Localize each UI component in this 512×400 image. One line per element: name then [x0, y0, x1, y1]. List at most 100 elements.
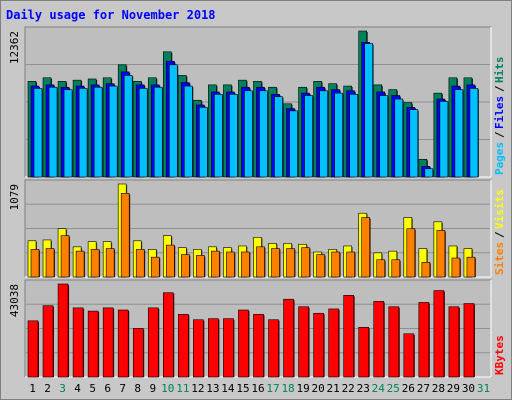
bar-kbytes-day-21: [328, 308, 339, 378]
day-label-7: 7: [119, 382, 126, 395]
day-label-20: 20: [312, 382, 325, 395]
bar-pages-day-30: [469, 88, 479, 178]
bar-kbytes-day-1: [27, 320, 39, 378]
bar-kbytes-day-8: [132, 328, 144, 378]
bar-kbytes-day-6: [102, 307, 114, 378]
legend-visits: Visits: [493, 189, 506, 229]
legend-separator: /: [493, 231, 506, 238]
day-label-26: 26: [402, 382, 415, 395]
bar-pages-day-19: [304, 95, 313, 178]
bar-kbytes-day-20: [313, 312, 324, 378]
bar-sites-day-21: [331, 251, 340, 278]
day-label-24: 24: [372, 382, 386, 395]
bar-kbytes-day-30: [463, 303, 475, 378]
day-label-13: 13: [206, 382, 219, 395]
bar-kbytes-day-9: [147, 307, 159, 378]
bar-kbytes-day-2: [42, 305, 54, 378]
legend-kbytes: KBytes: [493, 335, 506, 375]
bar-kbytes-day-14: [223, 318, 234, 378]
day-label-25: 25: [387, 382, 400, 395]
bar-sites-day-9: [150, 256, 160, 278]
bar-sites-day-11: [181, 254, 190, 278]
day-label-2: 2: [44, 382, 51, 395]
bar-sites-day-8: [135, 249, 145, 278]
bar-kbytes-day-24: [373, 301, 385, 378]
bar-pages-day-22: [349, 94, 358, 178]
bar-sites-day-16: [256, 246, 265, 278]
bar-sites-day-4: [75, 250, 85, 278]
bar-pages-day-21: [334, 92, 343, 178]
bar-pages-day-17: [274, 96, 283, 178]
day-label-21: 21: [327, 382, 340, 395]
day-label-3: 3: [59, 382, 66, 395]
bar-kbytes-day-5: [87, 310, 99, 378]
bar-pages-day-28: [439, 101, 449, 178]
bar-pages-day-14: [229, 94, 238, 178]
bar-pages-day-25: [394, 98, 404, 178]
day-label-12: 12: [191, 382, 204, 395]
day-label-17: 17: [266, 382, 279, 395]
day-label-19: 19: [296, 382, 309, 395]
day-label-1: 1: [29, 382, 36, 395]
legend-hits: Hits: [493, 57, 506, 84]
bar-sites-day-15: [241, 251, 250, 278]
bar-sites-day-24: [376, 259, 386, 278]
bar-kbytes-day-19: [298, 306, 309, 378]
bar-pages-day-23: [364, 43, 374, 178]
bar-sites-day-20: [316, 254, 325, 278]
day-label-28: 28: [432, 382, 445, 395]
bar-sites-day-27: [421, 262, 431, 278]
bar-kbytes-day-3: [57, 283, 69, 378]
bar-pages-day-4: [78, 88, 88, 178]
day-label-15: 15: [236, 382, 249, 395]
bar-pages-day-5: [93, 86, 103, 178]
bar-sites-day-3: [60, 235, 70, 278]
bar-pages-day-16: [259, 90, 268, 178]
bar-kbytes-day-18: [283, 298, 294, 378]
bar-kbytes-day-17: [268, 319, 279, 378]
bar-pages-day-11: [184, 85, 193, 178]
bar-kbytes-day-25: [388, 306, 400, 378]
bar-sites-day-19: [301, 247, 310, 278]
bar-kbytes-day-4: [72, 307, 84, 378]
bar-sites-day-1: [30, 249, 40, 278]
bar-kbytes-day-29: [448, 306, 460, 378]
legend-separator: /: [493, 131, 506, 138]
bar-kbytes-day-27: [418, 302, 430, 378]
day-label-8: 8: [134, 382, 141, 395]
bar-sites-day-18: [286, 248, 295, 278]
max-label-bottom: 43038: [8, 284, 21, 317]
bar-pages-day-2: [48, 86, 58, 178]
max-label-top: 12362: [8, 31, 21, 64]
chart-title: Daily usage for November 2018: [6, 8, 216, 22]
day-label-6: 6: [104, 382, 111, 395]
bar-pages-day-18: [289, 110, 298, 178]
legend-files: Files: [493, 96, 506, 129]
bar-kbytes-day-16: [253, 314, 264, 378]
bar-sites-day-23: [361, 217, 371, 278]
bar-sites-day-5: [90, 249, 100, 278]
bar-sites-day-25: [391, 259, 401, 278]
bar-pages-day-3: [63, 89, 73, 178]
bar-sites-day-28: [436, 230, 446, 278]
bar-pages-day-13: [214, 94, 223, 178]
bar-sites-day-14: [226, 251, 235, 278]
bar-sites-day-17: [271, 248, 280, 278]
bar-pages-day-29: [454, 89, 464, 178]
day-label-14: 14: [221, 382, 235, 395]
bar-pages-day-27: [424, 168, 434, 178]
bar-kbytes-day-10: [162, 292, 174, 378]
legend-sites: Sites: [493, 242, 506, 275]
day-label-30: 30: [462, 382, 475, 395]
day-label-10: 10: [161, 382, 174, 395]
bar-kbytes-day-23: [358, 326, 370, 378]
bar-sites-day-22: [346, 251, 355, 278]
bar-pages-day-6: [108, 85, 118, 178]
bar-sites-day-2: [45, 248, 55, 278]
bar-kbytes-day-15: [238, 309, 249, 378]
bar-pages-day-10: [168, 64, 178, 178]
bar-sites-day-7: [120, 193, 130, 278]
bar-kbytes-day-22: [343, 295, 354, 378]
bar-pages-day-9: [153, 86, 163, 178]
